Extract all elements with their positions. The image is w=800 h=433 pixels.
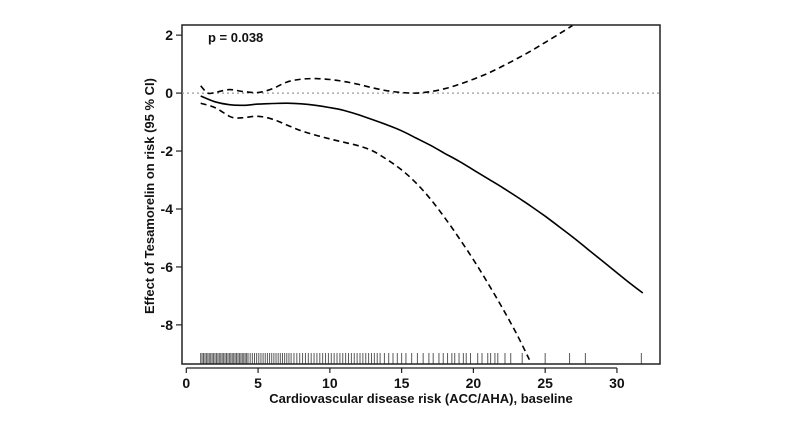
plot-frame: [181, 24, 661, 365]
x-axis: 0 5 10 15 20 25 30: [182, 367, 625, 391]
x-axis-title: Cardiovascular disease risk (ACC/AHA), b…: [269, 391, 572, 406]
rug-marks: [200, 353, 642, 364]
x-tick-label: 10: [322, 375, 338, 391]
y-axis-title: Effect of Tesamorelin on risk (95 % CI): [142, 78, 157, 314]
y-tick-label: -2: [161, 143, 174, 159]
y-tick-label: 2: [165, 27, 173, 43]
y-tick-label: -4: [161, 201, 174, 217]
x-tick-label: 0: [182, 375, 190, 391]
p-value-annotation: p = 0.038: [208, 30, 263, 45]
y-tick-label: -8: [161, 317, 174, 333]
y-tick-label: -6: [161, 259, 174, 275]
x-tick-label: 30: [609, 375, 625, 391]
lower-ci-line: [200, 102, 531, 361]
series-lines: [200, 25, 644, 361]
x-tick-label: 5: [254, 375, 262, 391]
x-tick-label: 20: [466, 375, 482, 391]
estimate-line: [200, 95, 644, 294]
upper-ci-line: [200, 25, 573, 95]
y-tick-label: 0: [165, 85, 173, 101]
x-tick-label: 15: [394, 375, 410, 391]
y-axis: 2 0 -2 -4 -6 -8: [161, 27, 182, 333]
x-tick-label: 25: [537, 375, 553, 391]
